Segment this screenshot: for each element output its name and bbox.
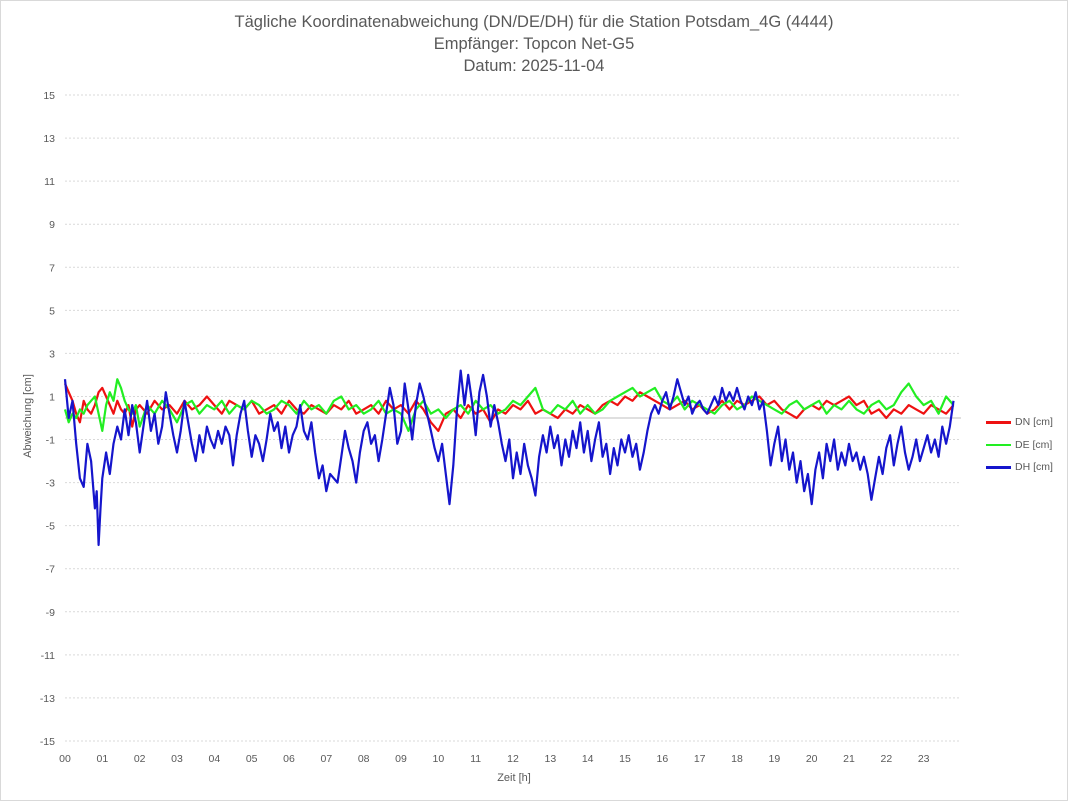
x-tick-label: 01 bbox=[96, 753, 108, 765]
y-tick-label: 15 bbox=[43, 90, 55, 102]
x-tick-label: 16 bbox=[656, 753, 668, 765]
x-tick-label: 21 bbox=[843, 753, 855, 765]
x-tick-label: 15 bbox=[619, 753, 631, 765]
x-tick-label: 14 bbox=[582, 753, 594, 765]
x-axis-ticks: 00 01 02 03 04 05 06 07 08 09 10 11 12 13 14 15 16 17 18 19… bbox=[59, 753, 930, 765]
chart-title-block: Tägliche Koordinatenabweichung (DN/DE/DH… bbox=[1, 11, 1067, 77]
gridlines bbox=[65, 94, 961, 742]
y-tick-label: -5 bbox=[46, 521, 55, 533]
x-tick-label: 06 bbox=[283, 753, 295, 765]
x-tick-label: 05 bbox=[246, 753, 258, 765]
y-tick-label: 13 bbox=[43, 133, 55, 145]
legend-swatch-dn bbox=[986, 421, 1011, 424]
x-tick-label: 23 bbox=[918, 753, 930, 765]
chart-title: Tägliche Koordinatenabweichung (DN/DE/DH… bbox=[234, 13, 834, 31]
x-tick-label: 00 bbox=[59, 753, 71, 765]
chart-subtitle-date: Datum: 2025-11-04 bbox=[463, 57, 605, 75]
y-tick-label: 5 bbox=[49, 305, 55, 317]
y-axis-ticks: 15 13 11 9 7 5 3 1 -1 -3 -5 -7 -9 -11 -13 -15 bbox=[40, 90, 55, 748]
x-tick-label: 19 bbox=[768, 753, 780, 765]
x-tick-label: 02 bbox=[134, 753, 146, 765]
legend-label-dh: DH [cm] bbox=[1015, 461, 1053, 474]
y-tick-label: -1 bbox=[46, 435, 55, 447]
y-tick-label: -11 bbox=[41, 650, 56, 662]
y-tick-label: 3 bbox=[49, 348, 55, 360]
y-tick-label: 11 bbox=[44, 176, 55, 188]
legend-swatch-de bbox=[986, 443, 1011, 446]
x-tick-label: 11 bbox=[470, 753, 481, 765]
x-tick-label: 10 bbox=[432, 753, 444, 765]
y-tick-label: -13 bbox=[40, 693, 55, 705]
legend-item-dn: DN [cm] bbox=[986, 411, 1066, 434]
legend-label-de: DE [cm] bbox=[1015, 438, 1053, 451]
y-tick-label: 9 bbox=[49, 219, 55, 231]
legend-item-dh: DH [cm] bbox=[986, 456, 1066, 479]
x-tick-label: 04 bbox=[208, 753, 220, 765]
chart-subtitle-receiver: Empfänger: Topcon Net-G5 bbox=[433, 35, 635, 53]
y-tick-label: 1 bbox=[49, 391, 55, 403]
x-tick-label: 07 bbox=[320, 753, 332, 765]
x-tick-label: 22 bbox=[880, 753, 892, 765]
x-tick-label: 17 bbox=[694, 753, 706, 765]
x-tick-label: 03 bbox=[171, 753, 183, 765]
x-tick-label: 20 bbox=[806, 753, 818, 765]
y-tick-label: -7 bbox=[46, 564, 55, 576]
x-tick-label: 12 bbox=[507, 753, 519, 765]
series-line-dn bbox=[63, 383, 955, 432]
y-tick-label: 7 bbox=[49, 262, 55, 274]
legend-label-dn: DN [cm] bbox=[1015, 416, 1053, 429]
legend-swatch-dh bbox=[986, 466, 1011, 469]
y-tick-label: -3 bbox=[46, 478, 55, 490]
series-lines bbox=[63, 369, 955, 547]
x-tick-label: 18 bbox=[731, 753, 743, 765]
x-tick-label: 09 bbox=[395, 753, 407, 765]
x-tick-label: 08 bbox=[358, 753, 370, 765]
legend-item-de: DE [cm] bbox=[986, 434, 1066, 457]
x-tick-label: 13 bbox=[544, 753, 556, 765]
y-tick-label: -15 bbox=[40, 736, 55, 748]
y-axis-title: Abweichung [cm] bbox=[22, 374, 34, 458]
series-line-dh bbox=[63, 369, 955, 547]
chart-legend: DN [cm] DE [cm] DH [cm] bbox=[986, 411, 1066, 479]
x-axis-title: Zeit [h] bbox=[497, 772, 531, 784]
y-tick-label: -9 bbox=[46, 607, 55, 619]
